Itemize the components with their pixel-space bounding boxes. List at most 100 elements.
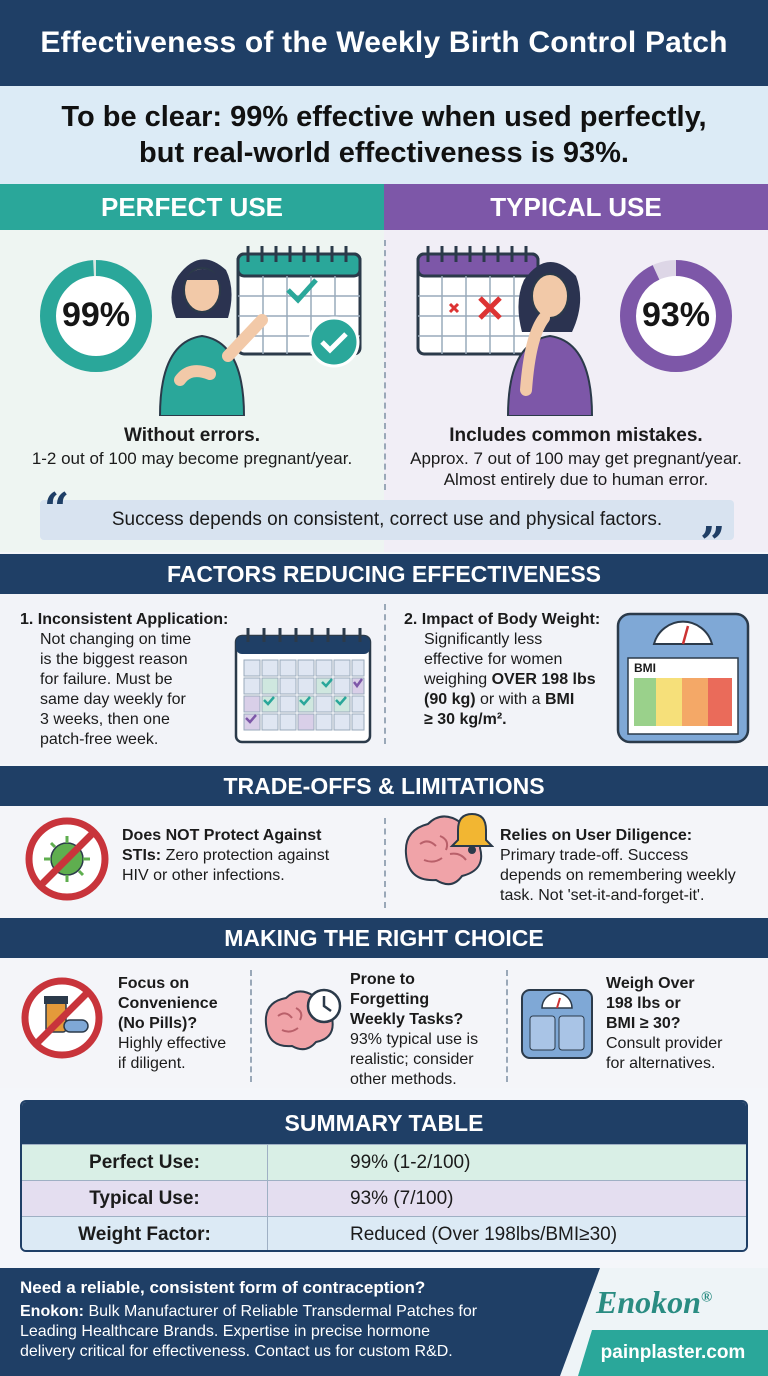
footer-description: Enokon: Bulk Manufacturer of Reliable Tr… (20, 1302, 560, 1362)
tradeoff-2-line: depends on remembering weekly (500, 867, 736, 884)
factor-2-weight: OVER 198 lbs (491, 671, 596, 688)
choice-2-line: realistic; consider (350, 1051, 474, 1068)
woman-worried-illustration (416, 246, 594, 416)
brain-clock-icon (264, 988, 342, 1051)
registered-mark: ® (700, 1289, 713, 1306)
summary-table-title: SUMMARY TABLE (22, 1102, 746, 1144)
tradeoff-2-line: Primary trade-off. Success (500, 847, 689, 864)
choice-2-title: Prone to (350, 971, 415, 988)
factor-1-line: same day weekly for (40, 691, 186, 708)
footer-line: delivery critical for effectiveness. Con… (20, 1343, 453, 1360)
table-row-value: Reduced (Over 198lbs/BMI≥30) (350, 1223, 618, 1245)
page-title: Effectiveness of the Weekly Birth Contro… (40, 26, 728, 59)
brand-name: Enokon (596, 1284, 701, 1320)
check-circle-icon (308, 316, 360, 368)
table-row-label: Typical Use: (22, 1181, 268, 1216)
tradeoff-2-line: task. Not 'set-it-and-forget-it'. (500, 887, 705, 904)
perfect-use-ring (40, 260, 152, 372)
table-row-value: 93% (7/100) (350, 1187, 454, 1209)
tradeoffs-header: TRADE-OFFS & LIMITATIONS (0, 766, 768, 806)
table-row: Perfect Use: 99% (1-2/100) (22, 1144, 746, 1180)
weekly-calendar-icon (234, 628, 372, 744)
typical-caption-line-2: Almost entirely due to human error. (443, 470, 709, 489)
tradeoff-2-title: Relies on User Diligence: (500, 827, 693, 844)
intro-line-2: but real-world effectiveness is 93%. (139, 137, 629, 169)
factor-1-line: Not changing on time (40, 631, 192, 648)
factor-2-line: or with a (475, 691, 545, 708)
factor-1-line: 3 weeks, then one (40, 711, 170, 728)
factor-1-line: patch-free week. (40, 731, 159, 748)
factor-2-bmi-value: ≥ 30 kg/m². (424, 711, 507, 728)
choice-3-line: for alternatives. (606, 1055, 716, 1072)
tradeoffs-divider (384, 818, 386, 908)
no-pills-icon (21, 977, 103, 1059)
footer-brand-inline: Enokon: (20, 1303, 84, 1320)
perfect-use-caption: Without errors. 1-2 out of 100 may becom… (0, 424, 384, 469)
brand-logo: Enokon® (596, 1284, 712, 1321)
choice-1-line: if diligent. (118, 1055, 186, 1072)
factor-2-kg: (90 kg) (424, 691, 476, 708)
factor-2-line: effective for women (424, 651, 563, 668)
table-row-label: Perfect Use: (22, 1145, 268, 1180)
choice-1-line: Highly effective (118, 1035, 227, 1052)
perfect-use-header: PERFECT USE (0, 184, 384, 230)
quote-text: Success depends on consistent, correct u… (111, 509, 663, 530)
calendar-missed-icon (416, 246, 540, 356)
summary-table: SUMMARY TABLE Perfect Use: 99% (1-2/100)… (20, 1100, 748, 1252)
scale-bmi-icon: BMI (616, 612, 750, 744)
intro-statement: To be clear: 99% effective when used per… (0, 86, 768, 184)
table-row: Weight Factor: Reduced (Over 198lbs/BMI≥… (22, 1216, 746, 1250)
column-divider (384, 240, 386, 490)
footer-question: Need a reliable, consistent form of cont… (20, 1278, 426, 1297)
choice-divider-2 (506, 970, 508, 1082)
choice-1-title: Convenience (118, 995, 218, 1012)
typical-caption-heading: Includes common mistakes. (449, 425, 703, 446)
factor-2-title: 2. Impact of Body Weight: (404, 611, 601, 628)
choice-1-title: (No Pills)? (118, 1015, 198, 1032)
factor-inconsistent-application: 1. Inconsistent Application: Not changin… (20, 610, 230, 750)
website-url[interactable]: painplaster.com (600, 1342, 746, 1363)
factor-1-line: is the biggest reason (40, 651, 188, 668)
woman-figure (158, 259, 268, 416)
factor-1-line: for failure. Must be (40, 671, 173, 688)
factor-2-bmi: BMI (544, 691, 575, 708)
factor-body-weight: 2. Impact of Body Weight: Significantly … (404, 610, 618, 730)
brain-bell-icon (404, 812, 494, 886)
typical-use-header: TYPICAL USE (384, 184, 768, 230)
choice-1-title: Focus on (118, 975, 190, 992)
choice-2-line: 93% typical use is (350, 1031, 479, 1048)
choice-convenience: Focus on Convenience (No Pills)? Highly … (118, 974, 248, 1074)
choice-3-title: 198 lbs or (606, 995, 681, 1012)
typical-use-percent: 93% (641, 296, 711, 334)
quote-box: Success depends on consistent, correct u… (40, 500, 734, 540)
choice-divider-1 (250, 970, 252, 1082)
choice-3-title: BMI ≥ 30? (606, 1015, 681, 1032)
factor-1-title: 1. Inconsistent Application: (20, 611, 229, 628)
choice-2-line: other methods. (350, 1071, 457, 1088)
factors-header: FACTORS REDUCING EFFECTIVENESS (0, 554, 768, 594)
typical-use-caption: Includes common mistakes. Approx. 7 out … (384, 424, 768, 490)
tradeoff-sti-protection: Does NOT Protect Against STIs: Zero prot… (122, 826, 380, 886)
choice-weight: Weigh Over 198 lbs or BMI ≥ 30? Consult … (606, 974, 756, 1074)
woman-calendar-illustration (158, 246, 362, 416)
factors-divider (384, 604, 386, 744)
tradeoff-1-title-cont: STIs: (122, 847, 162, 864)
choice-forgetting: Prone to Forgetting Weekly Tasks? 93% ty… (350, 970, 502, 1090)
bmi-chart-label: BMI (634, 661, 656, 675)
typical-use-ring (620, 260, 732, 372)
website-link[interactable]: painplaster.com (578, 1330, 768, 1376)
perfect-use-percent: 99% (61, 296, 131, 334)
perfect-caption-text: 1-2 out of 100 may become pregnant/year. (31, 449, 353, 468)
choice-2-title: Forgetting (350, 991, 430, 1008)
table-row-value: 99% (1-2/100) (350, 1151, 471, 1173)
tradeoff-1-line: Zero protection against (161, 847, 330, 864)
choice-2-title: Weekly Tasks? (350, 1011, 464, 1028)
footer-line: Bulk Manufacturer of Reliable Transderma… (84, 1303, 478, 1320)
tradeoff-1-title: Does NOT Protect Against (122, 827, 322, 844)
factor-2-line: weighing (424, 671, 492, 688)
table-row-label: Weight Factor: (22, 1217, 268, 1250)
typical-caption-line-1: Approx. 7 out of 100 may get pregnant/ye… (410, 449, 742, 468)
no-virus-icon (25, 817, 109, 901)
scale-icon (521, 989, 593, 1059)
table-row: Typical Use: 93% (7/100) (22, 1180, 746, 1216)
